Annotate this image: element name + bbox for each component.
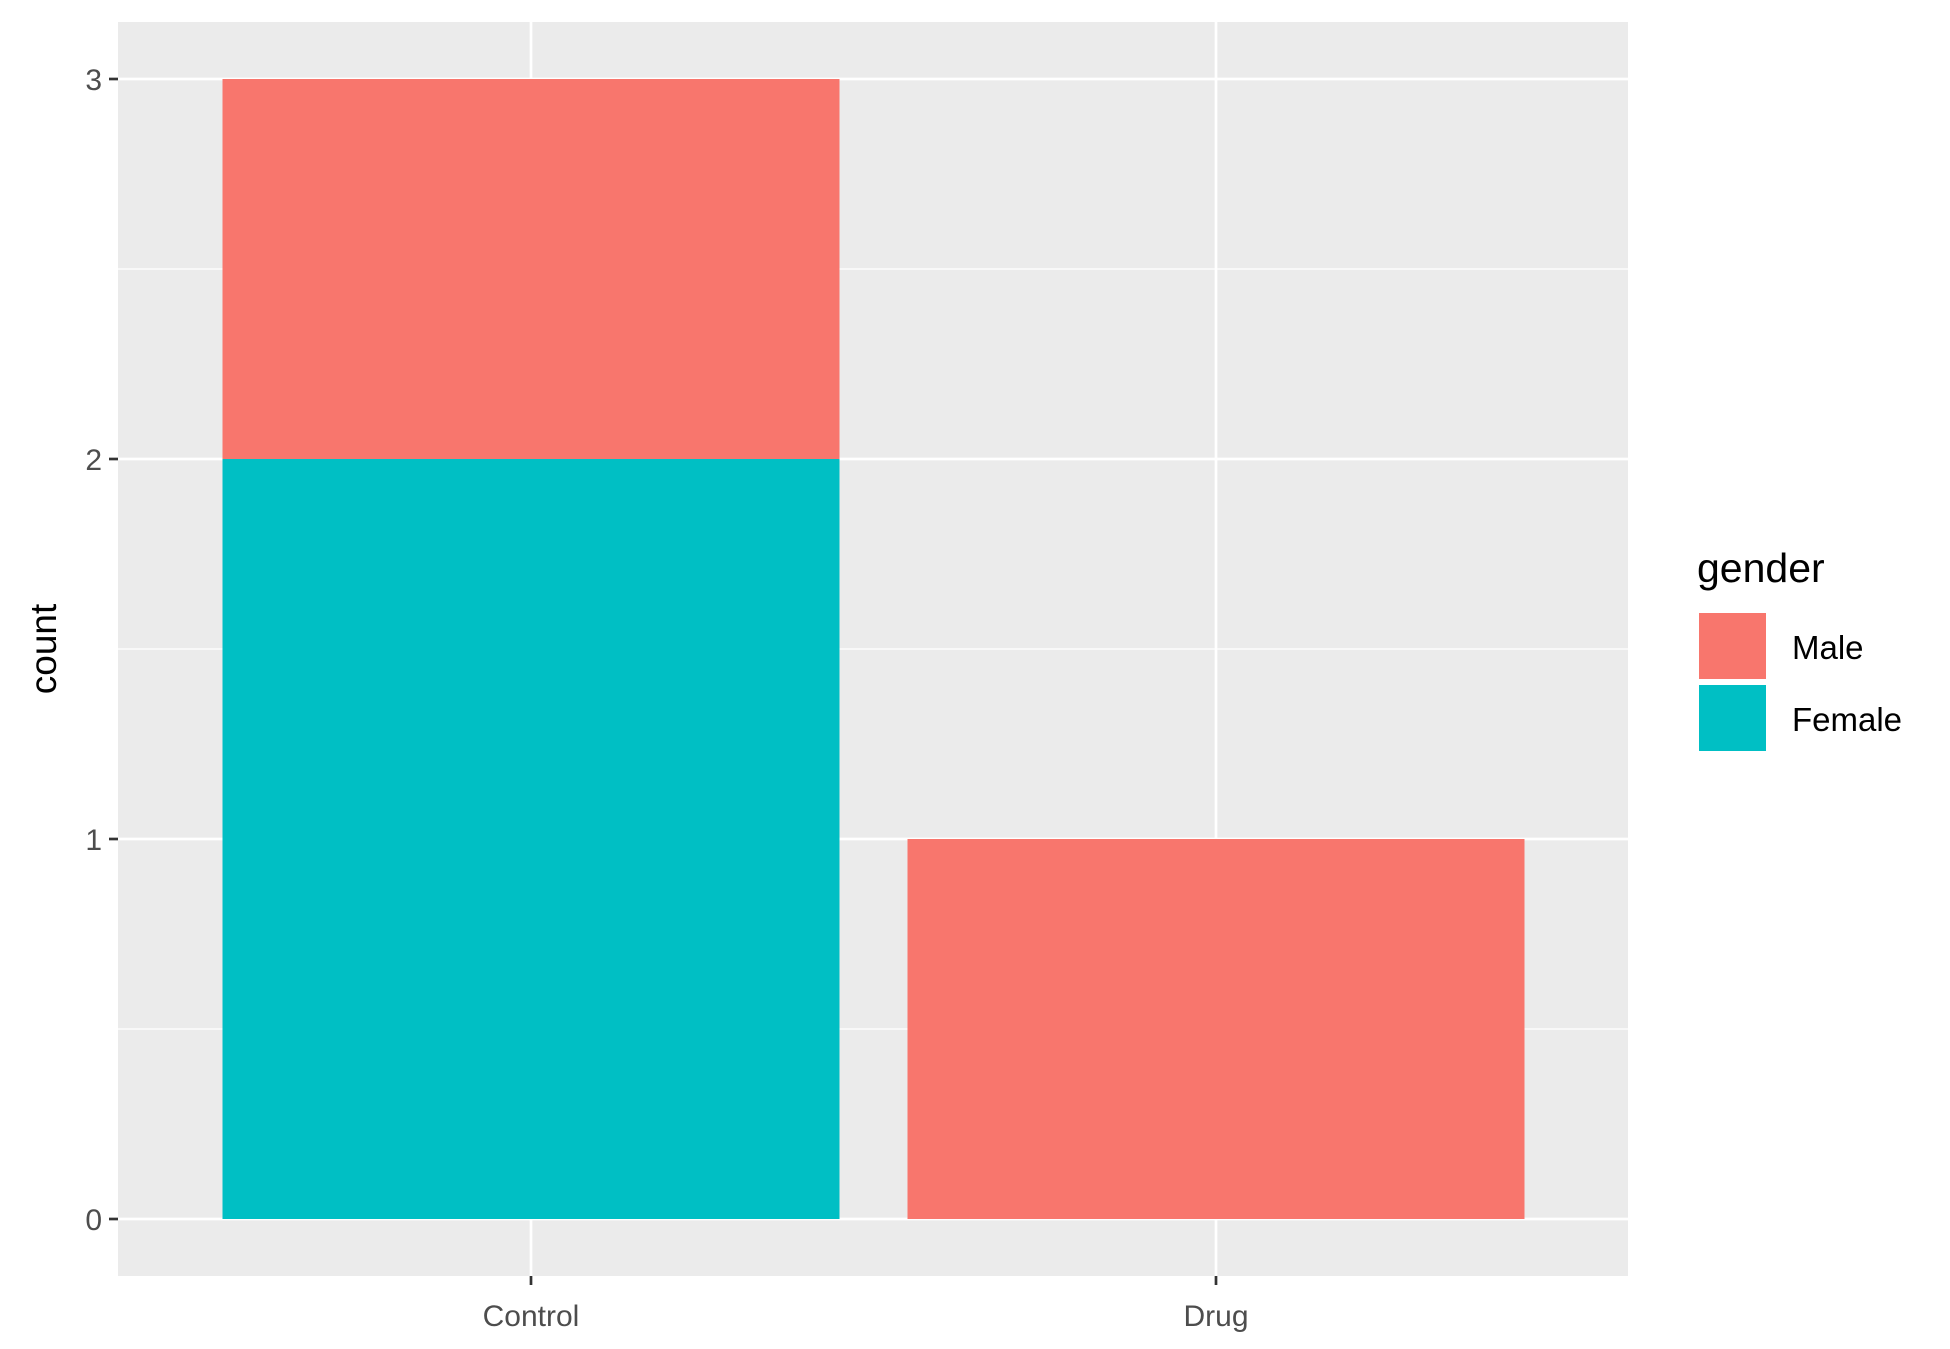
legend-label-male: Male [1792,629,1864,666]
bars [222,79,1525,1219]
x-tick-label-control: Control [483,1300,580,1333]
legend-label-female: Female [1792,701,1902,738]
legend-key-male [1699,613,1766,679]
y-tick-label: 1 [85,824,102,857]
y-tick-label: 3 [85,64,102,97]
bar-drug-male [907,839,1525,1219]
y-tick-label: 0 [85,1204,102,1237]
legend-key-female [1699,685,1766,751]
bar-control-male [222,79,840,459]
x-axis: Control Drug [483,1276,1249,1333]
y-axis: 0 1 2 3 [85,64,118,1237]
legend-title: gender [1697,545,1825,591]
x-tick-label-drug: Drug [1183,1300,1248,1333]
legend: gender Male Female [1697,545,1902,751]
bar-control-female [222,459,840,1219]
y-axis-title: count [23,603,64,694]
y-tick-label: 2 [85,444,102,477]
